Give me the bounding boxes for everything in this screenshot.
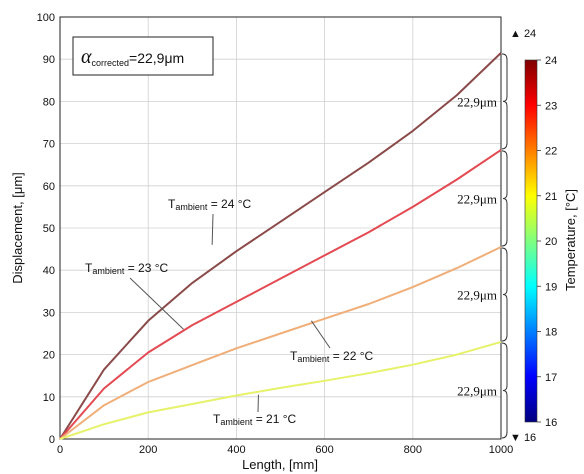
y-tick-label: 20 — [43, 350, 55, 362]
annotation-symbol: T — [213, 412, 221, 426]
colorbar-tick-label: 21 — [545, 191, 557, 203]
y-tick-label: 80 — [43, 96, 55, 108]
y-axis-title: Displacement, [μm] — [10, 172, 25, 284]
annotation-symbol: T — [290, 349, 298, 363]
series-line-2 — [59, 149, 502, 440]
x-axis-title: Length, [mm] — [242, 457, 318, 472]
colorbar-tick-label: 19 — [545, 281, 557, 293]
colorbar-tick-label: 23 — [545, 100, 557, 112]
y-tick-label: 90 — [43, 54, 55, 66]
grid-lines — [59, 16, 502, 440]
alpha-symbol: α — [81, 46, 92, 68]
colorbar-tick-label: 22 — [545, 146, 557, 158]
annotation-value: = 23 °C — [124, 261, 168, 275]
y-tick-label: 70 — [43, 139, 55, 151]
colorbar-tick-label: 20 — [545, 236, 557, 248]
annotation-label: Tambient = 22 °C — [290, 349, 374, 364]
y-tick-label: 100 — [37, 12, 55, 24]
annotation-subscript: ambient — [220, 417, 253, 427]
brace — [501, 53, 508, 150]
colorbar-gradient — [524, 59, 538, 423]
colorbar-tick-label: 24 — [545, 55, 557, 67]
alpha-value: =22,9μm — [129, 50, 184, 66]
difference-braces: 22,9μm 22,9μm 22,9μm 22,9μm — [457, 53, 508, 439]
temperature-colorbar: ▲ 24 16 17 18 19 20 21 22 23 24 ▼ 16 Temperature… — [510, 28, 578, 444]
annotation-subscript: ambient — [175, 202, 208, 212]
annotation-leader — [211, 213, 214, 245]
x-tick-labels: 0 200 400 600 800 1000 — [57, 444, 513, 456]
alpha-corrected-box: αcorrected=22,9μm — [72, 36, 214, 76]
y-tick-label: 60 — [43, 181, 55, 193]
brace — [501, 342, 508, 439]
brace-label: 22,9μm — [457, 383, 497, 398]
annotation-value: = 21 °C — [252, 412, 296, 426]
alpha-corrected-frame — [72, 36, 214, 76]
brace — [501, 150, 508, 247]
y-tick-label: 40 — [43, 265, 55, 277]
y-tick-label: 30 — [43, 307, 55, 319]
series-line-4 — [59, 340, 502, 440]
series-line-3 — [59, 246, 502, 440]
x-tick-label: 0 — [57, 444, 63, 456]
brace-label: 22,9μm — [457, 191, 497, 206]
brace-label: 22,9μm — [457, 287, 497, 302]
annotation-label: Tambient = 24 °C — [168, 197, 252, 212]
annotation-symbol: T — [168, 197, 176, 211]
series-line-1 — [59, 52, 502, 440]
x-tick-label: 600 — [315, 444, 333, 456]
annotation-leader — [129, 277, 184, 330]
x-tick-label: 800 — [404, 444, 422, 456]
colorbar-ticks: 16 17 18 19 20 21 22 23 24 — [537, 55, 557, 429]
annotation-value: = 24 °C — [207, 197, 251, 211]
x-tick-label: 1000 — [489, 444, 513, 456]
colorbar-tick-label: 18 — [545, 327, 557, 339]
series-lines — [59, 52, 502, 440]
alpha-corrected-text: αcorrected=22,9μm — [81, 46, 184, 68]
annotation-label: Tambient = 23 °C — [85, 261, 169, 276]
alpha-subscript: corrected — [92, 58, 130, 68]
annotation-leader — [310, 320, 331, 349]
annotation-subscript: ambient — [297, 354, 330, 364]
annotation-subscript: ambient — [92, 266, 125, 276]
colorbar-tick-label: 17 — [545, 372, 557, 384]
colorbar-tick-label: 16 — [545, 417, 557, 429]
plot-frame — [59, 16, 502, 440]
y-tick-label: 0 — [49, 434, 55, 446]
y-tick-labels: 0 10 20 30 40 50 60 70 80 90 100 — [37, 12, 55, 446]
brace-label: 22,9μm — [457, 94, 497, 109]
y-tick-label: 10 — [43, 392, 55, 404]
colorbar-max-marker: ▲ 24 — [510, 28, 536, 40]
x-tick-label: 200 — [139, 444, 157, 456]
brace — [501, 247, 508, 342]
annotation-symbol: T — [85, 261, 93, 275]
annotation-label: Tambient = 21 °C — [213, 412, 297, 427]
annotation-leaders — [129, 213, 331, 413]
y-tick-label: 50 — [43, 223, 55, 235]
colorbar-min-marker: ▼ 16 — [510, 432, 536, 444]
colorbar-title: Temperature, [°C] — [563, 189, 578, 291]
annotation-value: = 22 °C — [329, 349, 373, 363]
x-tick-label: 400 — [227, 444, 245, 456]
